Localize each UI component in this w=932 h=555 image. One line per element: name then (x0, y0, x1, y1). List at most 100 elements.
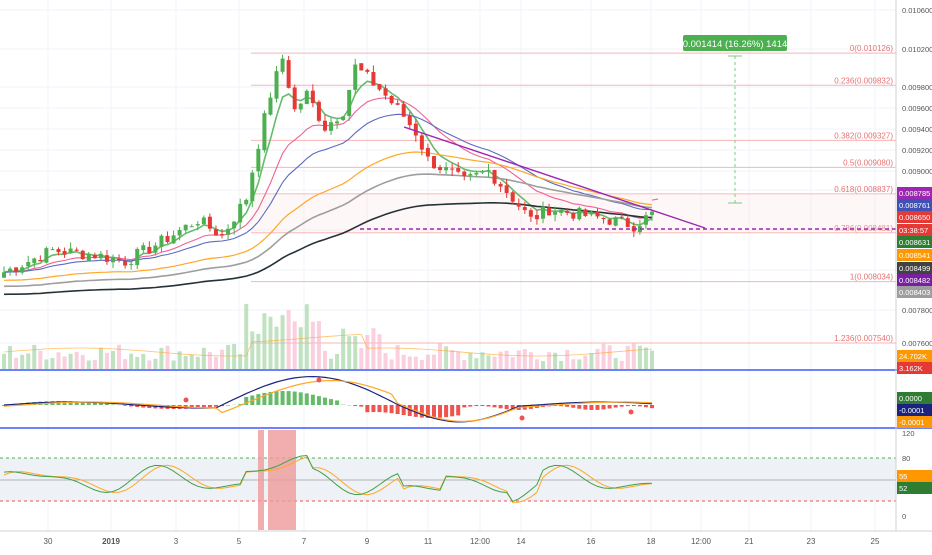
candle-body (178, 230, 182, 235)
volume-bar (26, 353, 30, 369)
time-tick-label: 11 (424, 537, 433, 546)
price-tick-label: 0.007800 (902, 306, 932, 315)
candle-body (256, 149, 260, 172)
macd-histogram-bar (305, 393, 309, 405)
macd-histogram-bar (595, 405, 599, 410)
volume-bar (571, 359, 575, 369)
volume-bar (87, 361, 91, 369)
volume-bar (141, 354, 145, 369)
volume-bar (589, 353, 593, 369)
candle-body (159, 236, 163, 247)
macd-histogram-bar (450, 405, 454, 416)
candle-body (365, 70, 369, 72)
candle-body (408, 116, 412, 125)
candle-body (541, 207, 545, 219)
candle-body (250, 173, 254, 202)
volume-bar (238, 354, 242, 369)
candle-body (432, 156, 436, 168)
volume-bar (317, 321, 321, 369)
candle-body (535, 215, 539, 219)
candle-body (299, 104, 303, 110)
time-tick-label: 2019 (102, 537, 120, 546)
candle-body (547, 208, 551, 216)
volume-bar (559, 361, 563, 369)
candle-body (553, 212, 557, 215)
volume-bar (517, 350, 521, 369)
price-tick-label: 0.007600 (902, 339, 932, 348)
candle-body (26, 262, 30, 266)
macd-histogram-bar (480, 405, 484, 406)
volume-bar (281, 315, 285, 369)
candle-body (499, 184, 503, 187)
candle-body (359, 63, 363, 70)
candle-body (396, 103, 400, 105)
rsi-tick-label: 0 (902, 512, 906, 521)
volume-bar (499, 352, 503, 369)
candle-body (226, 229, 230, 235)
candle-body (287, 60, 291, 88)
macd-histogram-bar (632, 405, 636, 406)
rsi-tick-label: 120 (902, 429, 915, 438)
volume-bar (408, 357, 412, 369)
candle-body (517, 203, 521, 206)
candle-body (353, 65, 357, 90)
volume-bar (129, 354, 133, 369)
volume-bar (63, 356, 67, 369)
macd-histogram-bar (311, 395, 315, 405)
volume-bar (14, 358, 18, 369)
price-badge-label: 0.008482 (899, 276, 930, 285)
candle-body (32, 258, 36, 263)
candle-body (123, 261, 127, 266)
candle-body (50, 249, 54, 250)
macd-histogram-bar (462, 405, 466, 407)
volume-bar (371, 328, 375, 369)
macd-histogram-bar (275, 391, 279, 405)
volume-bar (341, 329, 345, 369)
candle-body (20, 267, 24, 272)
volume-bar (553, 353, 557, 369)
macd-histogram-bar (620, 405, 624, 407)
rsi-band (0, 458, 896, 501)
measure-tool[interactable]: 0.001414 (16.26%) 1414 (683, 35, 788, 51)
volume-bar (541, 361, 545, 369)
volume-bar (396, 345, 400, 369)
volume-bar (390, 359, 394, 369)
volume-bar (426, 355, 430, 369)
price-badge-label: 03:38:57 (899, 226, 928, 235)
volume-bar (493, 357, 497, 369)
price-badge-label: 24.702K (899, 352, 927, 361)
fib-level-label: 0.618(0.008837) (834, 185, 893, 194)
candle-body (208, 217, 212, 229)
rsi-highlight-bar (258, 430, 264, 530)
candle-body (8, 269, 12, 272)
price-tick-label: 0.009000 (902, 167, 932, 176)
volume-bar (2, 354, 6, 369)
price-badge-label: 0.008403 (899, 288, 930, 297)
time-tick-label: 14 (517, 537, 526, 546)
volume-bar (595, 349, 599, 369)
volume-bar (384, 353, 388, 369)
candle-body (262, 113, 266, 150)
macd-histogram-bar (456, 405, 460, 415)
price-tick-label: 0.010600 (902, 6, 932, 15)
price-badge-label: 0.008761 (899, 201, 930, 210)
macd-histogram-bar (614, 405, 618, 408)
volume-bar (190, 355, 194, 369)
candle-body (620, 217, 624, 218)
macd-histogram-bar (589, 405, 593, 410)
volume-bar (232, 344, 236, 369)
candle-body (462, 172, 466, 176)
volume-bar (81, 355, 85, 369)
candle-body (311, 91, 315, 103)
macd-histogram-bar (371, 405, 375, 412)
volume-bar (275, 327, 279, 369)
volume-bar (111, 351, 115, 369)
volume-bar (365, 335, 369, 369)
volume-bar (402, 355, 406, 369)
volume-bar (329, 359, 333, 369)
candle-body (232, 222, 236, 229)
macd-histogram-bar (583, 405, 587, 410)
volume-bar (75, 352, 79, 369)
